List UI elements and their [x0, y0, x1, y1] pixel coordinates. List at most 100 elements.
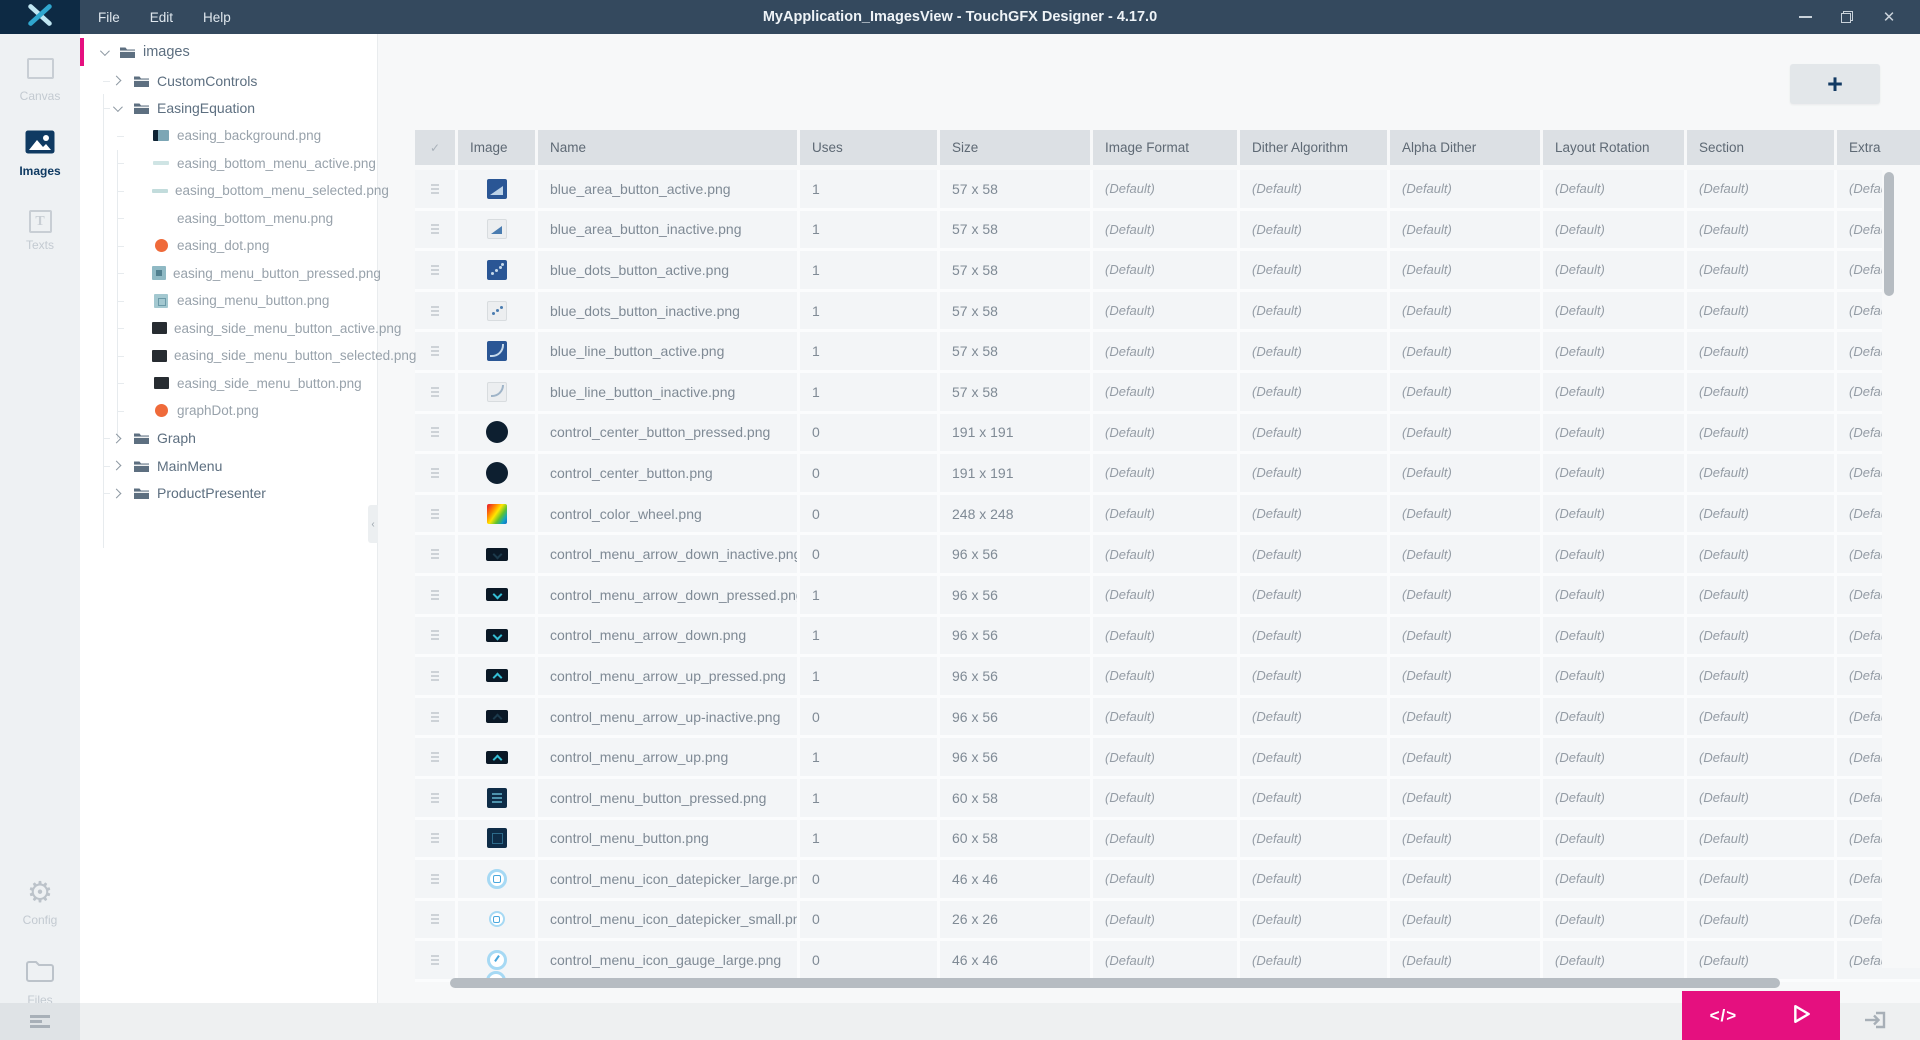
drag-handle-icon[interactable]: [431, 184, 439, 194]
tree-image-row[interactable]: easing_menu_button.png: [80, 287, 377, 315]
tree-root-images[interactable]: images: [80, 38, 377, 66]
drag-handle-icon[interactable]: [431, 874, 439, 884]
row-dither-algorithm-cell[interactable]: (Default): [1240, 292, 1387, 330]
row-section-cell[interactable]: (Default): [1687, 941, 1834, 979]
tree-folder-row[interactable]: EasingEquation: [80, 95, 377, 123]
row-layout-rotation-cell[interactable]: (Default): [1543, 576, 1684, 614]
row-layout-rotation-cell[interactable]: (Default): [1543, 292, 1684, 330]
row-layout-rotation-cell[interactable]: (Default): [1543, 698, 1684, 736]
row-image-format-cell[interactable]: (Default): [1093, 576, 1237, 614]
chevron-icon[interactable]: [112, 76, 122, 86]
drag-handle-icon[interactable]: [431, 793, 439, 803]
row-alpha-dither-cell[interactable]: (Default): [1390, 576, 1540, 614]
row-layout-rotation-cell[interactable]: (Default): [1543, 820, 1684, 858]
row-alpha-dither-cell[interactable]: (Default): [1390, 535, 1540, 573]
tree-folder-row[interactable]: CustomControls: [80, 67, 377, 95]
row-image-format-cell[interactable]: (Default): [1093, 941, 1237, 979]
row-layout-rotation-cell[interactable]: (Default): [1543, 251, 1684, 289]
row-layout-rotation-cell[interactable]: (Default): [1543, 738, 1684, 776]
table-row[interactable]: control_menu_arrow_up.png 1 96 x 56 (Def…: [415, 738, 1920, 776]
row-image-format-cell[interactable]: (Default): [1093, 332, 1237, 370]
sidebar-item-texts[interactable]: T Texts: [0, 210, 80, 252]
panel-collapse-handle[interactable]: ‹: [368, 505, 378, 543]
row-alpha-dither-cell[interactable]: (Default): [1390, 373, 1540, 411]
row-section-cell[interactable]: (Default): [1687, 901, 1834, 939]
sidebar-item-images[interactable]: Images: [0, 130, 80, 178]
row-image-format-cell[interactable]: (Default): [1093, 292, 1237, 330]
row-layout-rotation-cell[interactable]: (Default): [1543, 901, 1684, 939]
row-layout-rotation-cell[interactable]: (Default): [1543, 941, 1684, 979]
drag-handle-icon[interactable]: [431, 712, 439, 722]
add-image-button[interactable]: +: [1790, 64, 1880, 104]
row-layout-rotation-cell[interactable]: (Default): [1543, 495, 1684, 533]
row-alpha-dither-cell[interactable]: (Default): [1390, 860, 1540, 898]
row-dither-algorithm-cell[interactable]: (Default): [1240, 576, 1387, 614]
row-section-cell[interactable]: (Default): [1687, 535, 1834, 573]
row-layout-rotation-cell[interactable]: (Default): [1543, 373, 1684, 411]
vertical-scrollbar-thumb[interactable]: [1884, 172, 1894, 296]
table-row[interactable]: control_menu_button.png 1 60 x 58 (Defau…: [415, 820, 1920, 858]
row-image-format-cell[interactable]: (Default): [1093, 901, 1237, 939]
row-section-cell[interactable]: (Default): [1687, 576, 1834, 614]
row-image-format-cell[interactable]: (Default): [1093, 779, 1237, 817]
row-dither-algorithm-cell[interactable]: (Default): [1240, 901, 1387, 939]
drag-handle-icon[interactable]: [431, 955, 439, 965]
tree-image-row[interactable]: easing_side_menu_button_selected.png: [80, 342, 377, 370]
table-row[interactable]: control_color_wheel.png 0 248 x 248 (Def…: [415, 495, 1920, 533]
row-dither-algorithm-cell[interactable]: (Default): [1240, 535, 1387, 573]
drag-handle-icon[interactable]: [431, 752, 439, 762]
row-dither-algorithm-cell[interactable]: (Default): [1240, 373, 1387, 411]
row-alpha-dither-cell[interactable]: (Default): [1390, 495, 1540, 533]
row-dither-algorithm-cell[interactable]: (Default): [1240, 414, 1387, 452]
horizontal-scrollbar-thumb[interactable]: [450, 978, 1780, 988]
menu-file[interactable]: File: [98, 10, 120, 25]
table-row[interactable]: control_menu_arrow_down_inactive.png 0 9…: [415, 535, 1920, 573]
row-section-cell[interactable]: (Default): [1687, 657, 1834, 695]
generate-code-button[interactable]: </>: [1710, 1006, 1738, 1026]
table-row[interactable]: control_menu_arrow_up-inactive.png 0 96 …: [415, 698, 1920, 736]
log-panel-toggle[interactable]: [0, 1003, 80, 1040]
chevron-icon[interactable]: [112, 461, 122, 471]
row-alpha-dither-cell[interactable]: (Default): [1390, 657, 1540, 695]
table-row[interactable]: control_center_button.png 0 191 x 191 (D…: [415, 454, 1920, 492]
row-section-cell[interactable]: (Default): [1687, 414, 1834, 452]
row-dither-algorithm-cell[interactable]: (Default): [1240, 170, 1387, 208]
menu-edit[interactable]: Edit: [150, 10, 173, 25]
row-dither-algorithm-cell[interactable]: (Default): [1240, 332, 1387, 370]
row-section-cell[interactable]: (Default): [1687, 454, 1834, 492]
select-all-header[interactable]: ✓: [415, 130, 455, 165]
row-section-cell[interactable]: (Default): [1687, 332, 1834, 370]
row-layout-rotation-cell[interactable]: (Default): [1543, 617, 1684, 655]
drag-handle-icon[interactable]: [431, 265, 439, 275]
drag-handle-icon[interactable]: [431, 509, 439, 519]
row-dither-algorithm-cell[interactable]: (Default): [1240, 941, 1387, 979]
drag-handle-icon[interactable]: [431, 833, 439, 843]
row-image-format-cell[interactable]: (Default): [1093, 373, 1237, 411]
row-section-cell[interactable]: (Default): [1687, 738, 1834, 776]
row-layout-rotation-cell[interactable]: (Default): [1543, 414, 1684, 452]
sidebar-item-canvas[interactable]: Canvas: [0, 58, 80, 103]
tree-image-row[interactable]: easing_dot.png: [80, 232, 377, 260]
row-image-format-cell[interactable]: (Default): [1093, 211, 1237, 249]
row-image-format-cell[interactable]: (Default): [1093, 251, 1237, 289]
tree-folder-row[interactable]: MainMenu: [80, 452, 377, 480]
row-layout-rotation-cell[interactable]: (Default): [1543, 860, 1684, 898]
table-row[interactable]: blue_dots_button_active.png 1 57 x 58 (D…: [415, 251, 1920, 289]
chevron-icon[interactable]: [112, 433, 122, 443]
chevron-down-icon[interactable]: [100, 46, 110, 56]
tree-image-row[interactable]: easing_bottom_menu_active.png: [80, 150, 377, 178]
row-section-cell[interactable]: (Default): [1687, 779, 1834, 817]
row-alpha-dither-cell[interactable]: (Default): [1390, 454, 1540, 492]
row-image-format-cell[interactable]: (Default): [1093, 535, 1237, 573]
table-row[interactable]: control_menu_icon_gauge_large.png 0 46 x…: [415, 941, 1920, 979]
drag-handle-icon[interactable]: [431, 346, 439, 356]
row-layout-rotation-cell[interactable]: (Default): [1543, 657, 1684, 695]
row-layout-rotation-cell[interactable]: (Default): [1543, 454, 1684, 492]
table-row[interactable]: blue_dots_button_inactive.png 1 57 x 58 …: [415, 292, 1920, 330]
sidebar-item-config[interactable]: ⚙ Config: [0, 879, 80, 927]
row-layout-rotation-cell[interactable]: (Default): [1543, 332, 1684, 370]
close-button[interactable]: ✕: [1868, 0, 1910, 34]
drag-handle-icon[interactable]: [431, 671, 439, 681]
drag-handle-icon[interactable]: [431, 427, 439, 437]
restore-button[interactable]: [1826, 0, 1868, 34]
